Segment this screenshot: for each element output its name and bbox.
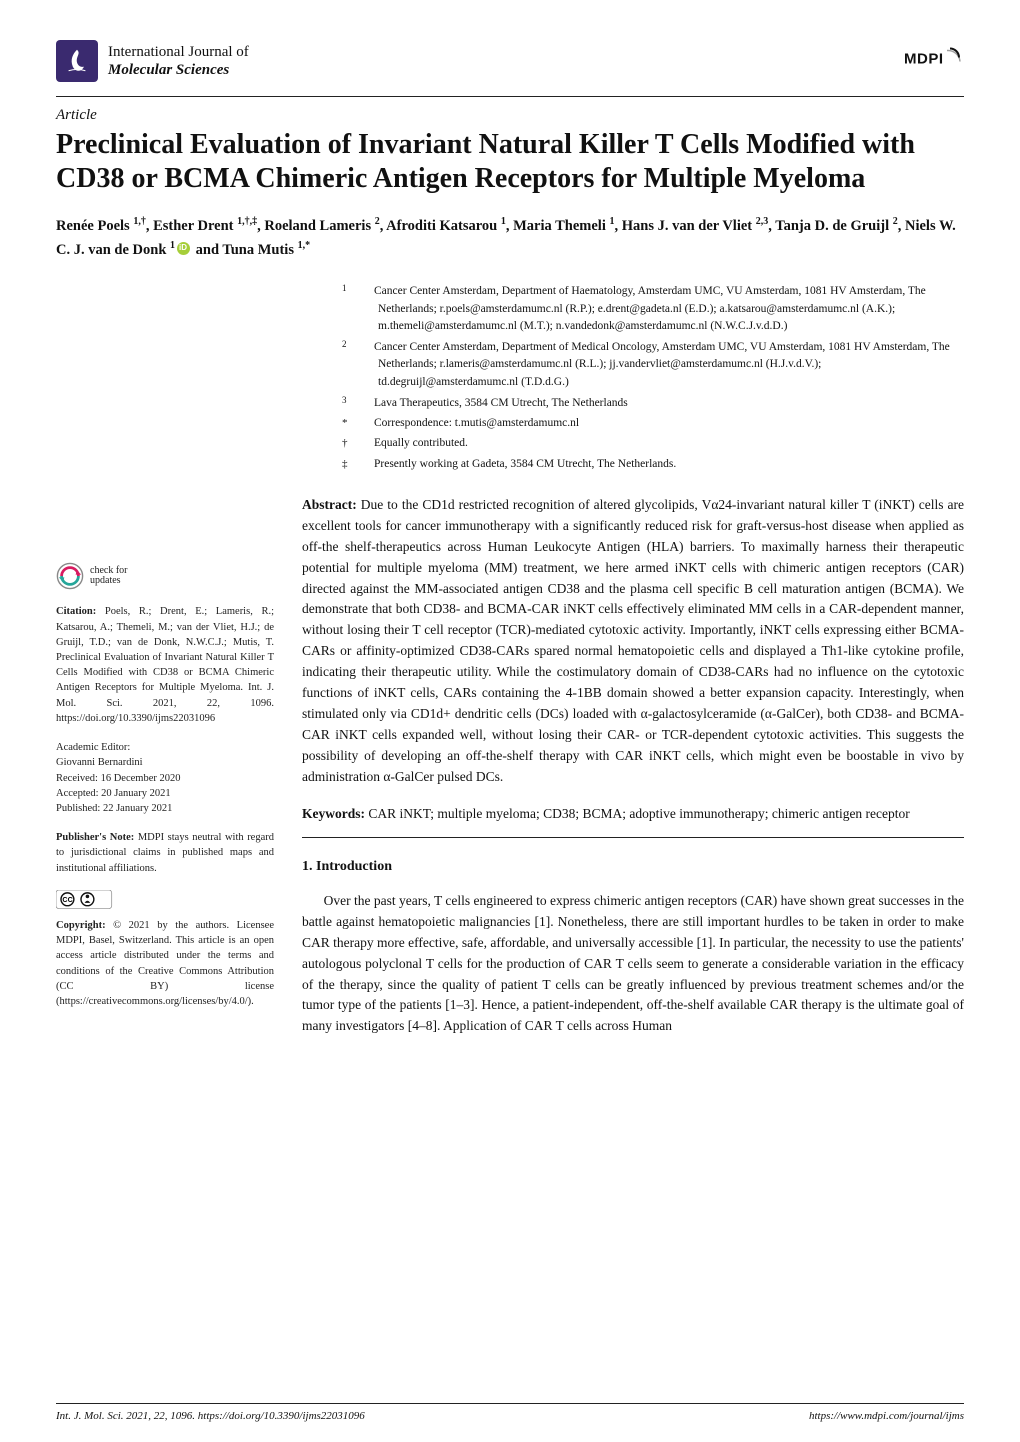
svg-text:CC: CC [62, 896, 72, 904]
editor-name: Giovanni Bernardini [56, 757, 143, 768]
citation-label: Citation: [56, 606, 96, 617]
affil-num: 2 [360, 338, 374, 352]
abstract: Abstract: Due to the CD1d restricted rec… [302, 495, 964, 788]
sidebar: check for updates Citation: Poels, R.; D… [56, 282, 274, 1050]
affil-num: 1 [360, 282, 374, 296]
keywords-text: CAR iNKT; multiple myeloma; CD38; BCMA; … [365, 806, 910, 821]
page-footer: Int. J. Mol. Sci. 2021, 22, 1096. https:… [56, 1403, 964, 1422]
author: , Afroditi Katsarou [380, 218, 501, 234]
affiliation-item: 1Cancer Center Amsterdam, Department of … [360, 282, 964, 335]
author-list: Renée Poels 1,†, Esther Drent 1,†,‡, Roe… [56, 214, 964, 262]
keywords: Keywords: CAR iNKT; multiple myeloma; CD… [302, 804, 964, 825]
article-type: Article [56, 107, 964, 124]
check-updates-label: check for updates [90, 566, 127, 586]
author: and Tuna Mutis [192, 242, 298, 258]
affil-text: Cancer Center Amsterdam, Department of H… [374, 285, 926, 332]
affiliation-item: ‡Presently working at Gadeta, 3584 CM Ut… [360, 456, 964, 473]
abstract-label: Abstract: [302, 497, 357, 512]
keywords-label: Keywords: [302, 806, 365, 821]
intro-paragraph: Over the past years, T cells engineered … [302, 891, 964, 1037]
author: , Roeland Lameris [257, 218, 375, 234]
received-date: Received: 16 December 2020 [56, 773, 181, 784]
abstract-text: Due to the CD1d restricted recognition o… [302, 497, 964, 784]
affil-num: † [360, 435, 374, 452]
author-affil-sup: 1 [170, 240, 175, 251]
affiliation-item: *Correspondence: t.mutis@amsterdamumc.nl [360, 415, 964, 432]
affil-text: Equally contributed. [374, 437, 468, 449]
journal-name-line2: Molecular Sciences [108, 61, 249, 79]
journal-block: International Journal of Molecular Scien… [56, 40, 249, 82]
journal-logo-icon [56, 40, 98, 82]
author-affil-sup: 1,† [133, 216, 146, 227]
editorial-dates: Academic Editor: Giovanni Bernardini Rec… [56, 740, 274, 816]
citation-text: Poels, R.; Drent, E.; Lameris, R.; Katsa… [56, 606, 274, 724]
editor-label: Academic Editor: [56, 742, 130, 753]
author-affil-sup: 2,3 [756, 216, 769, 227]
affiliation-item: †Equally contributed. [360, 435, 964, 452]
journal-name: International Journal of Molecular Scien… [108, 43, 249, 79]
affil-text: Lava Therapeutics, 3584 CM Utrecht, The … [374, 397, 628, 409]
check-for-updates[interactable]: check for updates [56, 562, 274, 590]
footer-left: Int. J. Mol. Sci. 2021, 22, 1096. https:… [56, 1410, 365, 1422]
affiliation-list: 1Cancer Center Amsterdam, Department of … [320, 282, 964, 473]
affiliation-item: 3Lava Therapeutics, 3584 CM Utrecht, The… [360, 394, 964, 412]
check-updates-icon [56, 562, 84, 590]
cc-license-badge[interactable]: CC [56, 890, 274, 910]
journal-name-line1: International Journal of [108, 43, 249, 61]
affil-num: 3 [360, 394, 374, 408]
copyright-label: Copyright: [56, 920, 106, 931]
author: , Tanja D. de Gruijl [768, 218, 892, 234]
affiliation-item: 2Cancer Center Amsterdam, Department of … [360, 338, 964, 391]
author-affil-sup: 1,†,‡ [237, 216, 257, 227]
affil-text: Correspondence: t.mutis@amsterdamumc.nl [374, 417, 579, 429]
copyright-block: Copyright: © 2021 by the authors. Licens… [56, 918, 274, 1009]
orcid-icon[interactable] [177, 242, 190, 255]
author-affil-sup: 1,* [298, 240, 311, 251]
article-title: Preclinical Evaluation of Invariant Natu… [56, 128, 964, 196]
section-divider [302, 837, 964, 838]
author: , Hans J. van der Vliet [614, 218, 755, 234]
copyright-text: © 2021 by the authors. Licensee MDPI, Ba… [56, 920, 274, 1007]
affil-num: * [360, 415, 374, 432]
svg-text:MDPI: MDPI [904, 51, 944, 68]
footer-right[interactable]: https://www.mdpi.com/journal/ijms [809, 1410, 964, 1422]
main-column: 1Cancer Center Amsterdam, Department of … [302, 282, 964, 1050]
affil-text: Cancer Center Amsterdam, Department of M… [374, 341, 950, 388]
published-date: Published: 22 January 2021 [56, 803, 172, 814]
page: International Journal of Molecular Scien… [0, 0, 1020, 1442]
pubnote-label: Publisher's Note: [56, 832, 134, 843]
affil-text: Presently working at Gadeta, 3584 CM Utr… [374, 458, 676, 470]
affil-num: ‡ [360, 456, 374, 473]
author: , Esther Drent [146, 218, 237, 234]
mdpi-logo: MDPI [904, 40, 964, 74]
cc-icon: CC [56, 890, 113, 910]
author: Renée Poels [56, 218, 133, 234]
publishers-note: Publisher's Note: MDPI stays neutral wit… [56, 830, 274, 876]
section-heading-intro: 1. Introduction [302, 856, 964, 878]
citation-block: Citation: Poels, R.; Drent, E.; Lameris,… [56, 604, 274, 726]
author: , Maria Themeli [506, 218, 610, 234]
page-header: International Journal of Molecular Scien… [56, 40, 964, 97]
accepted-date: Accepted: 20 January 2021 [56, 788, 171, 799]
two-column-region: check for updates Citation: Poels, R.; D… [56, 282, 964, 1050]
